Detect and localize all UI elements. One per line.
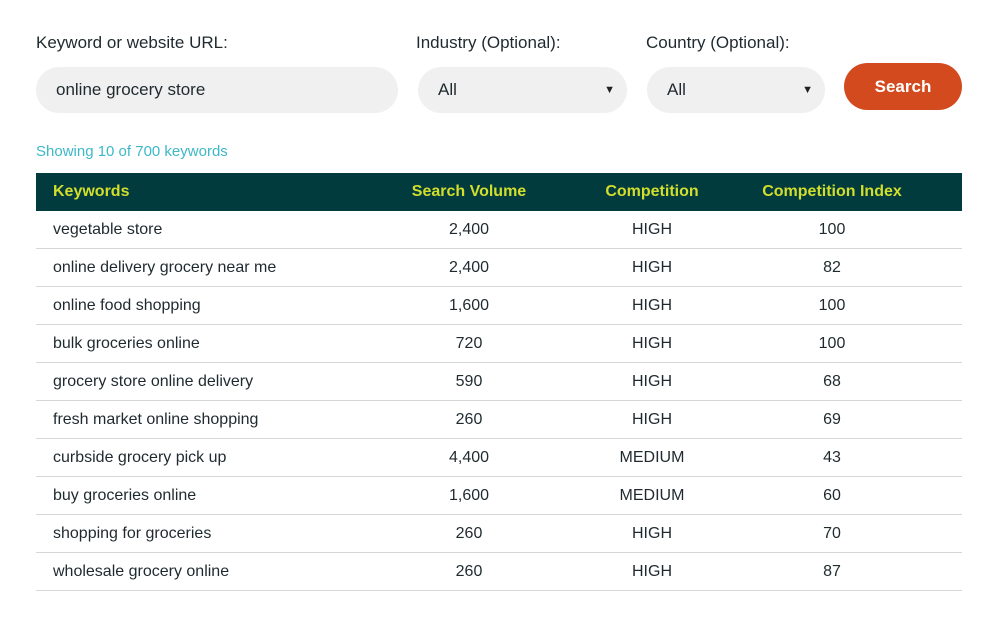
keyword-cell: grocery store online delivery [53,372,254,390]
country-label: Country (Optional): [646,33,790,52]
competition-cell: HIGH [632,372,672,390]
search-volume-cell: 2,400 [448,258,490,276]
table-row: curbside grocery pick up 4,400 MEDIUM 43 [36,439,962,477]
search-volume-cell: 2,400 [448,220,490,238]
competition-index-cell: 100 [818,334,846,352]
keyword-cell: buy groceries online [53,486,197,504]
keyword-cell: curbside grocery pick up [53,448,227,466]
competition-cell: HIGH [632,258,672,276]
column-header-competition[interactable]: Competition [605,183,699,200]
table-row: online delivery grocery near me 2,400 HI… [36,249,962,287]
competition-cell: MEDIUM [619,486,685,504]
column-header-search-volume[interactable]: Search Volume [411,183,527,200]
search-volume-cell: 4,400 [448,448,490,466]
table-row: bulk groceries online 720 HIGH 100 [36,325,962,363]
competition-index-cell: 68 [823,372,841,390]
country-select[interactable]: All ▼ [647,67,825,113]
search-button[interactable]: Search [844,63,962,110]
keyword-input-value: online grocery store [56,80,206,99]
keyword-cell: wholesale grocery online [53,562,230,580]
competition-index-cell: 70 [823,524,841,542]
keyword-label: Keyword or website URL: [36,33,228,52]
keyword-cell: shopping for groceries [53,524,212,542]
competition-index-cell: 87 [823,562,841,580]
keyword-cell: online delivery grocery near me [53,258,277,276]
table-row: shopping for groceries 260 HIGH 70 [36,515,962,553]
competition-index-cell: 100 [818,296,846,314]
search-volume-cell: 1,600 [448,486,490,504]
search-volume-cell: 590 [455,372,483,390]
competition-index-cell: 43 [823,448,841,466]
competition-index-cell: 100 [818,220,846,238]
competition-cell: HIGH [632,220,672,238]
table-row: wholesale grocery online 260 HIGH 87 [36,553,962,591]
keyword-cell: online food shopping [53,296,201,314]
competition-cell: HIGH [632,410,672,428]
country-select-value: All [667,80,686,99]
competition-index-cell: 82 [823,258,841,276]
chevron-down-icon: ▼ [604,84,615,96]
competition-index-cell: 60 [823,486,841,504]
table-header: Keywords Search Volume Competition Compe… [36,173,962,211]
table-row: buy groceries online 1,600 MEDIUM 60 [36,477,962,515]
competition-cell: HIGH [632,296,672,314]
keyword-input[interactable]: online grocery store [36,67,398,113]
search-volume-cell: 720 [455,334,483,352]
keywords-table: Keywords Search Volume Competition Compe… [36,173,962,591]
keyword-cell: bulk groceries online [53,334,200,352]
keyword-cell: fresh market online shopping [53,410,259,428]
competition-index-cell: 69 [823,410,841,428]
column-header-keywords[interactable]: Keywords [53,183,130,200]
industry-select-value: All [438,80,457,99]
industry-select[interactable]: All ▼ [418,67,627,113]
search-volume-cell: 260 [455,562,483,580]
competition-cell: HIGH [632,562,672,580]
search-volume-cell: 1,600 [448,296,490,314]
competition-cell: MEDIUM [619,448,685,466]
table-row: online food shopping 1,600 HIGH 100 [36,287,962,325]
chevron-down-icon: ▼ [802,84,813,96]
results-count: Showing 10 of 700 keywords [36,143,228,160]
search-volume-cell: 260 [455,524,483,542]
table-row: fresh market online shopping 260 HIGH 69 [36,401,962,439]
table-row: vegetable store 2,400 HIGH 100 [36,211,962,249]
table-row: grocery store online delivery 590 HIGH 6… [36,363,962,401]
industry-label: Industry (Optional): [416,33,561,52]
keyword-cell: vegetable store [53,220,163,238]
competition-cell: HIGH [632,334,672,352]
competition-cell: HIGH [632,524,672,542]
search-volume-cell: 260 [455,410,483,428]
column-header-competition-index[interactable]: Competition Index [762,183,902,200]
